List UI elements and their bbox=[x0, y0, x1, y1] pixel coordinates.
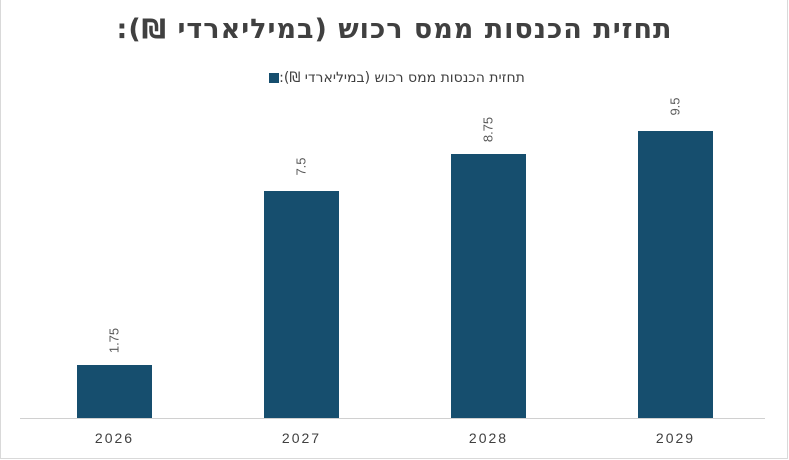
x-tick-label-2028: 2028 bbox=[468, 430, 509, 446]
bar-2028 bbox=[451, 154, 526, 418]
bar-2029 bbox=[638, 131, 713, 418]
chart-title: תחזית הכנסות ממס רכוש (במיליארדי ₪): bbox=[116, 14, 673, 45]
x-tick-label-2027: 2027 bbox=[281, 430, 322, 446]
value-label-2027: 7.5 bbox=[293, 157, 309, 176]
bar-2026 bbox=[77, 365, 152, 418]
value-label-2026: 1.75 bbox=[106, 327, 122, 354]
x-tick-label-2026: 2026 bbox=[94, 430, 135, 446]
bar-2027 bbox=[264, 191, 339, 418]
chart-legend: תחזית הכנסות ממס רכוש (במיליארדי ₪): bbox=[0, 70, 789, 86]
value-label-2029: 9.5 bbox=[667, 97, 683, 116]
x-tick-label-2029: 2029 bbox=[655, 430, 696, 446]
legend-swatch bbox=[269, 73, 280, 83]
legend-label: תחזית הכנסות ממס רכוש (במיליארדי ₪): bbox=[279, 70, 525, 86]
value-label-2028: 8.75 bbox=[480, 116, 496, 143]
x-axis-line bbox=[20, 418, 765, 419]
